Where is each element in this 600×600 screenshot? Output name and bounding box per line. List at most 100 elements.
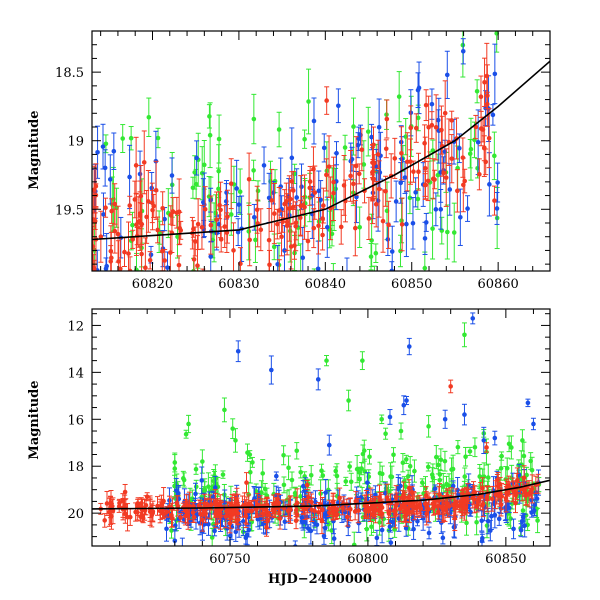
top-blue-point (415, 72, 421, 109)
bottom-red-point (484, 442, 490, 453)
bottom-red-point (270, 502, 276, 518)
top-red-point (415, 152, 421, 191)
top-red-point (160, 191, 166, 226)
bottom-green-point (294, 442, 300, 460)
bottom-red-point (462, 501, 468, 516)
bottom-blue-point (406, 337, 412, 356)
bottom-red-point (424, 502, 430, 526)
bottom-blue-point (314, 515, 320, 535)
top-red-point (352, 200, 358, 257)
top-red-point (222, 205, 228, 248)
top-blue-point (444, 50, 450, 99)
bottom-green-point (199, 449, 205, 474)
top-green-point (146, 97, 152, 137)
bottom-red-point (135, 498, 141, 508)
bottom-red-point (304, 479, 310, 491)
top-blue-point (93, 276, 98, 304)
top-red-point (168, 205, 174, 225)
top-red-point (121, 237, 127, 267)
top-plot-frame (91, 30, 551, 272)
bottom-red-point (386, 509, 392, 518)
top-red-point (422, 173, 428, 197)
top-green-point (306, 68, 312, 135)
top-series-red (92, 42, 497, 271)
top-red-point (413, 113, 419, 143)
top-red-point (324, 86, 330, 115)
top-green-point (365, 106, 371, 157)
top-green-point (491, 131, 497, 181)
bottom-red-point (480, 477, 486, 499)
bottom-blue-point (181, 552, 186, 561)
top-red-point (305, 230, 311, 252)
bottom-red-point (144, 492, 150, 502)
top-red-point (170, 197, 176, 226)
top-green-point (302, 129, 308, 149)
top-green-point (267, 272, 272, 309)
bottom-green-point (281, 476, 287, 494)
bottom-red-point (326, 508, 332, 518)
top-red-point (190, 220, 196, 238)
bottom-red-point (122, 483, 128, 501)
bottom-red-point (178, 512, 184, 523)
top-red-point (356, 163, 362, 185)
top-red-point (320, 187, 326, 224)
top-red-point (266, 208, 272, 271)
top-green-point (231, 165, 237, 204)
bottom-blue-point (525, 398, 531, 408)
top-red-point (423, 89, 429, 122)
bottom-plot-frame (91, 308, 551, 547)
top-red-point (141, 130, 147, 195)
top-red-point (399, 197, 405, 252)
top-y-tick-label: 19 (67, 135, 84, 150)
top-red-point (115, 205, 121, 263)
bottom-green-point (398, 422, 404, 440)
top-red-point (280, 210, 286, 233)
bottom-red-point (285, 504, 291, 518)
bottom-red-point (353, 491, 359, 512)
bottom-green-point (435, 455, 441, 475)
top-red-point (384, 99, 390, 139)
bottom-blue-point (243, 530, 249, 545)
top-red-point (147, 251, 153, 270)
bottom-green-point (467, 446, 473, 456)
top-x-tick-label: 60830 (218, 277, 259, 292)
top-red-point (443, 148, 449, 207)
top-blue-point (275, 316, 280, 339)
top-blue-point (410, 197, 416, 250)
top-red-point (208, 195, 214, 255)
top-red-point (291, 231, 297, 260)
bottom-red-point (110, 497, 116, 525)
top-red-point (310, 146, 316, 192)
bottom-blue-point (440, 531, 446, 545)
top-red-point (167, 230, 173, 271)
top-red-point (109, 198, 115, 224)
top-red-point (199, 204, 205, 250)
bottom-red-point (498, 492, 504, 517)
top-red-point (200, 268, 206, 271)
top-red-point (486, 108, 492, 169)
bottom-blue-point (252, 487, 258, 510)
bottom-blue-point (450, 480, 456, 492)
top-green-point (396, 71, 402, 123)
top-red-point (246, 152, 252, 206)
bottom-data-points (92, 312, 550, 561)
bottom-red-point (235, 508, 241, 531)
bottom-red-point (494, 482, 500, 505)
top-red-point (446, 118, 452, 166)
bottom-green-point (400, 453, 406, 473)
bottom-red-point (480, 490, 486, 518)
top-model-curve (92, 60, 550, 241)
top-red-point (218, 181, 224, 239)
bottom-green-point (499, 451, 505, 461)
bottom-green-point (183, 429, 189, 439)
bottom-blue-point (175, 486, 181, 500)
top-green-point (439, 216, 445, 245)
bottom-green-point (535, 507, 541, 534)
bottom-blue-point (268, 355, 274, 385)
bottom-red-point (344, 507, 350, 527)
top-red-point (383, 175, 389, 207)
top-red-point (359, 128, 365, 172)
bottom-blue-point (487, 519, 493, 542)
bottom-green-point (356, 466, 362, 478)
top-red-point (174, 196, 180, 229)
